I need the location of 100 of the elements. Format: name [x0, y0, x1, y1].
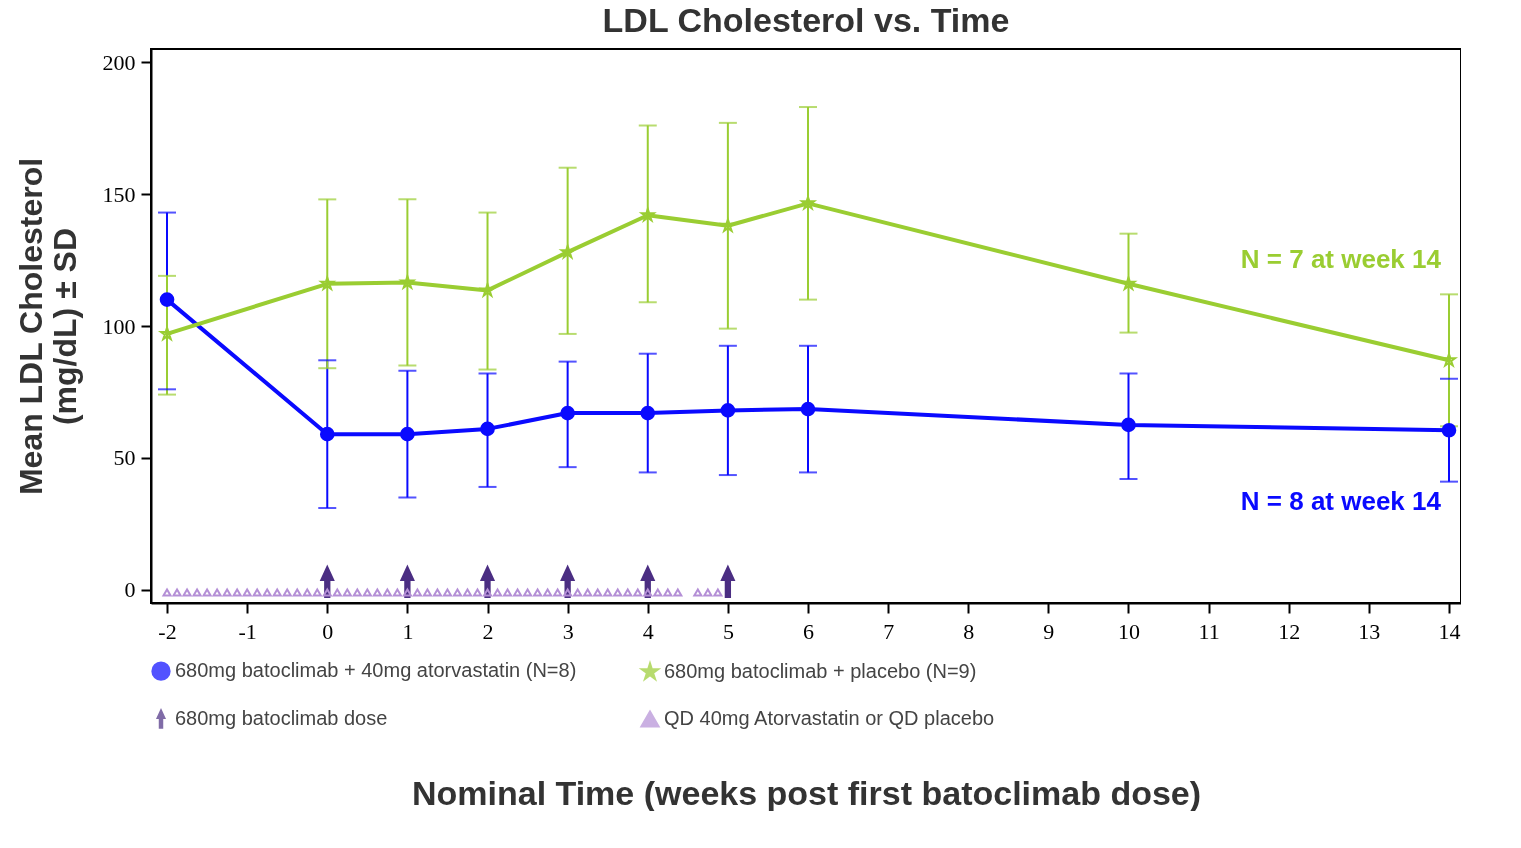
point — [703, 588, 713, 597]
annotation: N = 7 at week 14 — [1240, 244, 1442, 275]
point — [573, 588, 583, 597]
point — [452, 588, 462, 597]
point — [372, 588, 382, 597]
point — [643, 588, 653, 597]
y-tick-label: 100 — [102, 313, 136, 339]
point — [653, 588, 663, 597]
x-tick-label: 5 — [722, 618, 734, 644]
point — [322, 588, 332, 597]
point — [242, 588, 252, 597]
point — [319, 426, 335, 442]
point — [222, 588, 232, 597]
point — [533, 588, 543, 597]
point — [800, 401, 816, 417]
point — [1441, 422, 1457, 438]
point — [583, 588, 593, 597]
x-axis-title: Nominal Time (weeks post first batoclimab dose) — [411, 773, 1202, 812]
x-tick-label: 0 — [322, 618, 334, 644]
x-tick-label: 2 — [482, 618, 494, 644]
point — [162, 588, 172, 597]
y-tick-label: 50 — [113, 445, 136, 471]
point — [558, 244, 576, 260]
x-tick-label: 6 — [803, 618, 814, 644]
point — [633, 588, 643, 597]
point — [332, 588, 342, 597]
point — [1121, 276, 1136, 290]
point — [312, 588, 322, 597]
point — [1121, 417, 1136, 433]
point — [282, 588, 292, 597]
point — [553, 588, 563, 597]
point — [292, 588, 302, 597]
point — [563, 588, 573, 597]
point — [432, 588, 442, 597]
y-tick-label: 150 — [102, 181, 136, 207]
point — [422, 588, 432, 597]
x-tick-label: 12 — [1278, 618, 1301, 644]
point — [382, 588, 392, 597]
point — [172, 588, 182, 597]
point — [713, 588, 723, 597]
point — [462, 588, 473, 597]
point — [543, 588, 553, 597]
point — [232, 588, 242, 597]
x-tick-label: 1 — [402, 618, 414, 644]
point — [478, 282, 496, 299]
point — [613, 588, 623, 597]
y-axis-title: Mean LDL Cholesterol (mg/dL) ± SD — [12, 157, 83, 496]
point — [623, 588, 633, 597]
point — [342, 588, 352, 597]
point — [673, 588, 683, 597]
point — [720, 403, 736, 418]
point — [472, 588, 483, 597]
point — [159, 292, 175, 307]
x-tick-label: -1 — [238, 618, 257, 644]
point — [262, 588, 272, 597]
legend-label: 680mg batoclimab + placebo (N=9) — [664, 659, 977, 682]
x-tick-label: 14 — [1438, 618, 1461, 644]
point — [640, 405, 656, 421]
point — [362, 588, 372, 597]
x-tick-label: 9 — [1043, 618, 1055, 644]
point — [202, 588, 212, 597]
x-tick-label: 13 — [1358, 618, 1381, 644]
x-tick-label: 10 — [1117, 618, 1140, 644]
point — [252, 588, 262, 597]
point — [663, 588, 673, 597]
y-tick-label: 200 — [102, 49, 136, 75]
point — [442, 588, 452, 597]
x-tick-label: 11 — [1198, 618, 1220, 644]
annotation: N = 8 at week 14 — [1240, 486, 1442, 517]
x-tick-label: -2 — [158, 618, 177, 644]
legend-label: QD 40mg Atorvastatin or QD placebo — [664, 707, 995, 729]
point — [523, 588, 533, 597]
point — [182, 588, 192, 597]
point — [192, 588, 202, 597]
chart-title: LDL Cholesterol vs. Time — [602, 1, 1010, 39]
point — [480, 421, 495, 437]
point — [603, 588, 613, 597]
x-tick-label: 3 — [562, 618, 574, 644]
point — [392, 588, 402, 597]
x-tick-label: 8 — [963, 618, 975, 644]
point — [513, 588, 523, 597]
point — [801, 196, 816, 210]
y-tick-label: 0 — [124, 577, 136, 603]
x-tick-label: 7 — [883, 618, 895, 644]
point — [212, 588, 222, 597]
point — [1441, 352, 1456, 367]
point — [412, 588, 422, 597]
point — [160, 326, 175, 341]
point — [400, 426, 415, 442]
point — [352, 588, 362, 597]
point — [482, 588, 493, 597]
point — [402, 588, 412, 597]
point — [693, 588, 703, 597]
point — [593, 588, 603, 597]
point — [302, 588, 312, 597]
point — [492, 588, 503, 597]
legend-label: 680mg batoclimab dose — [175, 707, 388, 729]
point — [503, 588, 513, 597]
point — [720, 218, 735, 232]
point — [560, 405, 575, 421]
